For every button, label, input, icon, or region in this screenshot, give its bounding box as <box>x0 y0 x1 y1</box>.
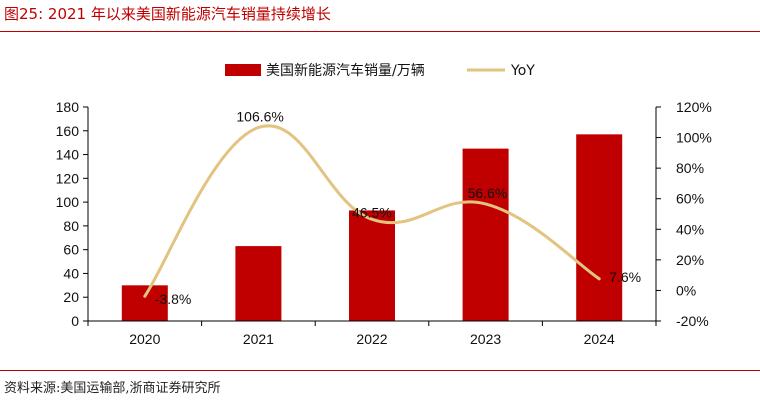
bar-2022 <box>349 210 395 321</box>
legend-label-sales: 美国新能源汽车销量/万辆 <box>266 62 425 79</box>
bar-2023 <box>462 148 509 321</box>
x-tick-label: 2023 <box>470 331 501 347</box>
yoy-data-label-2024: 7.6% <box>609 269 641 285</box>
left-tick-label: 140 <box>56 147 80 163</box>
left-tick-label: 120 <box>56 170 80 186</box>
right-tick-label: 20% <box>676 252 704 268</box>
right-tick-label: 0% <box>676 282 696 298</box>
yoy-line <box>143 124 601 298</box>
left-tick-label: 100 <box>56 194 80 210</box>
left-tick-label: 60 <box>63 242 79 258</box>
bar-2024 <box>576 134 623 321</box>
source-note: 资料来源:美国运输部,浙商证券研究所 <box>4 381 221 396</box>
left-tick-label: 80 <box>63 218 79 234</box>
title-rule <box>0 31 760 32</box>
bar-2021 <box>235 246 282 321</box>
left-tick-label: 20 <box>63 289 79 305</box>
yoy-data-label-2020: -3.8% <box>155 291 192 307</box>
yoy-data-label-2023: 56.6% <box>468 185 508 201</box>
legend-label-yoy: YoY <box>510 63 535 79</box>
left-tick-label: 180 <box>56 99 80 115</box>
right-tick-label: -20% <box>676 313 709 329</box>
x-tick-label: 2022 <box>356 331 387 347</box>
x-tick-label: 2020 <box>129 331 160 347</box>
left-tick-label: 0 <box>71 313 79 329</box>
left-tick-label: 40 <box>63 265 79 281</box>
left-tick-label: 160 <box>56 123 80 139</box>
right-tick-label: 120% <box>676 99 712 115</box>
right-tick-label: 60% <box>676 191 704 207</box>
source-rule <box>0 370 760 371</box>
legend-swatch-sales <box>225 64 261 76</box>
yoy-data-label-2022: 46.5% <box>352 204 392 220</box>
right-tick-label: 80% <box>676 160 704 176</box>
right-tick-label: 100% <box>676 130 712 146</box>
x-tick-label: 2021 <box>243 331 274 347</box>
bar-2020 <box>121 285 168 321</box>
figure-title: 图25: 2021 年以来美国新能源汽车销量持续增长 <box>4 5 331 23</box>
yoy-data-label-2021: 106.6% <box>236 108 283 124</box>
right-tick-label: 40% <box>676 221 704 237</box>
x-tick-label: 2024 <box>584 331 615 347</box>
